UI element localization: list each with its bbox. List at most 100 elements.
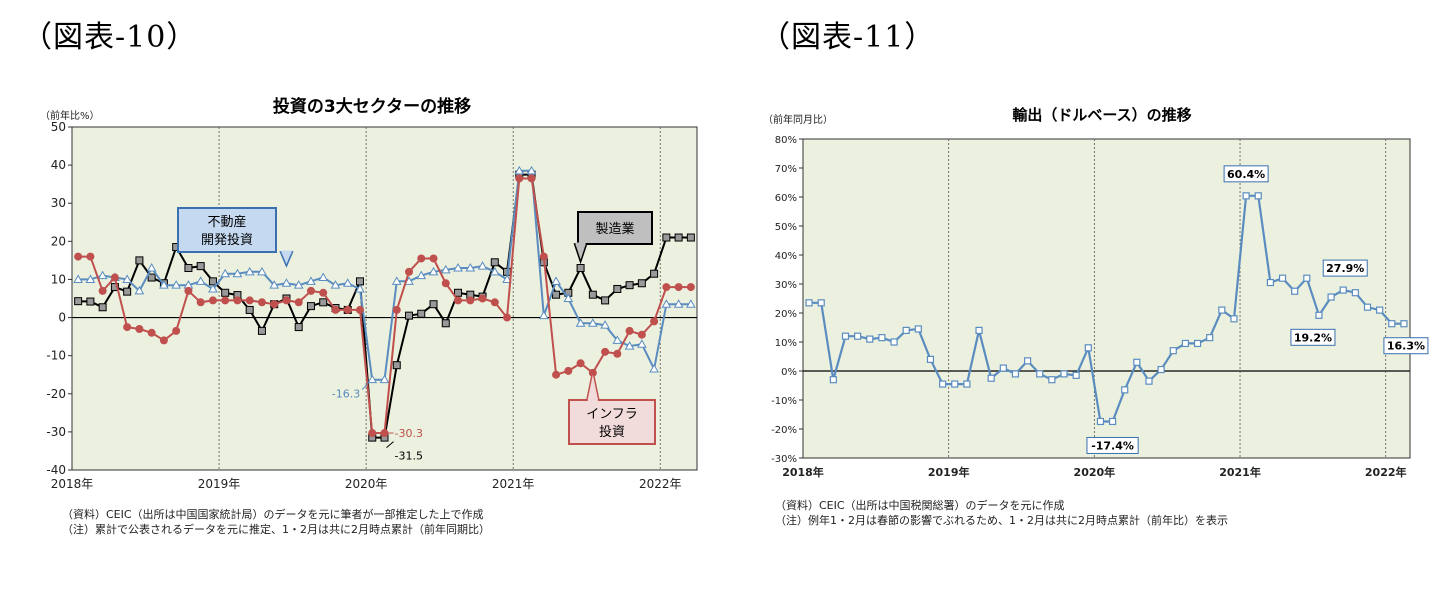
data-point (441, 319, 450, 328)
export-chart: 輸出（ドルベース）の推移 （前年同月比） -30% -20% -10% 0% 10% 20% 3… (763, 106, 1429, 479)
data-point (391, 276, 402, 285)
data-point (294, 323, 303, 332)
data-point (1036, 370, 1044, 378)
data-point (1206, 334, 1214, 342)
data-point (343, 305, 352, 314)
data-point (135, 256, 144, 265)
data-point (564, 366, 573, 375)
data-label-box (1223, 165, 1269, 183)
data-point (159, 280, 169, 289)
data-point (294, 298, 303, 307)
source-note: （資料）CEIC（出所は中国税関総署）のデータを元に作成 (775, 499, 1065, 512)
data-point (159, 336, 168, 345)
data-point (134, 285, 145, 295)
data-point (1145, 377, 1153, 385)
data-point (1254, 192, 1262, 200)
data-point (613, 284, 622, 293)
data-label: 19.2% (1294, 331, 1332, 344)
data-point (331, 305, 340, 314)
data-point (951, 380, 959, 388)
data-point (74, 252, 83, 261)
data-point (147, 328, 156, 337)
y-tick-label: 30 (51, 196, 66, 210)
data-point (637, 279, 646, 288)
data-point (926, 355, 935, 363)
y-tick-label: 10% (775, 338, 797, 349)
plot-area (802, 138, 1411, 459)
y-tick-label: 0% (781, 367, 797, 378)
data-point (98, 286, 107, 295)
callout-label: 投資 (599, 424, 625, 440)
data-point (416, 270, 427, 280)
data-point (477, 261, 488, 270)
callout-box (577, 211, 653, 245)
data-point (527, 174, 536, 183)
data-point (1400, 320, 1408, 328)
data-label: 16.3% (1387, 340, 1425, 353)
data-point (1376, 306, 1384, 314)
x-tick-label: 2022年 (1365, 465, 1407, 479)
y-tick-label: 50 (51, 120, 66, 134)
data-point (612, 335, 623, 344)
data-point (208, 283, 218, 293)
annotation-leader (361, 381, 370, 391)
data-point (514, 165, 525, 175)
callout-label: 製造業 (595, 221, 634, 237)
data-point (270, 300, 279, 309)
data-point (601, 347, 610, 356)
data-label: 27.9% (1326, 262, 1364, 275)
data-point (319, 298, 328, 307)
y-tick-label: 0 (58, 311, 66, 325)
data-point (1181, 339, 1190, 348)
data-point (257, 298, 266, 307)
y-tick-label: -10 (46, 349, 66, 363)
data-point (306, 286, 315, 295)
data-point (662, 233, 671, 242)
y-tick-label: 30% (775, 280, 797, 291)
data-point (490, 298, 499, 307)
data-point (135, 324, 144, 333)
footnote: （注）例年1・2月は春節の影響でぶれるため、1・2月は共に2月時点累計（前年比）… (775, 514, 1228, 527)
data-point (1060, 370, 1068, 378)
data-point (878, 334, 886, 342)
data-point (466, 296, 475, 305)
data-point (625, 281, 634, 290)
data-point (221, 288, 230, 297)
data-point (257, 266, 267, 276)
data-point (1242, 192, 1250, 200)
y-tick-label: -20% (771, 425, 797, 436)
data-point (465, 263, 476, 272)
data-point (269, 280, 280, 289)
data-point (110, 273, 119, 282)
data-point (1072, 371, 1080, 379)
data-point (123, 287, 132, 296)
data-point (854, 332, 862, 340)
data-point (987, 374, 995, 382)
data-point (1315, 311, 1323, 319)
data-point (515, 174, 524, 183)
y-axis-unit: （前年比%） (40, 109, 100, 122)
data-point (1363, 303, 1372, 311)
notes: （資料）CEIC（出所は中国国家統計局）のデータを元に筆者が一部推定した上で作成… (62, 507, 490, 537)
y-tick-label: -10% (771, 396, 797, 407)
data-point (552, 290, 561, 299)
y-tick-label: -20 (46, 387, 66, 401)
data-point (330, 280, 341, 289)
data-point (1388, 320, 1396, 328)
data-point (662, 283, 671, 292)
y-tick-label: 20 (51, 234, 66, 248)
data-point (1230, 315, 1238, 323)
data-point (196, 298, 205, 307)
y-tick-label: 60% (775, 193, 797, 204)
data-point (429, 300, 438, 309)
data-point (490, 258, 499, 267)
data-point (355, 277, 364, 286)
annotation-label: -31.5 (395, 450, 423, 463)
data-label: 60.4% (1227, 168, 1265, 181)
data-point (232, 268, 243, 278)
data-point (355, 283, 365, 293)
data-point (97, 270, 108, 280)
data-label-box (1290, 328, 1336, 346)
data-point (417, 254, 426, 263)
data-point (601, 296, 610, 305)
